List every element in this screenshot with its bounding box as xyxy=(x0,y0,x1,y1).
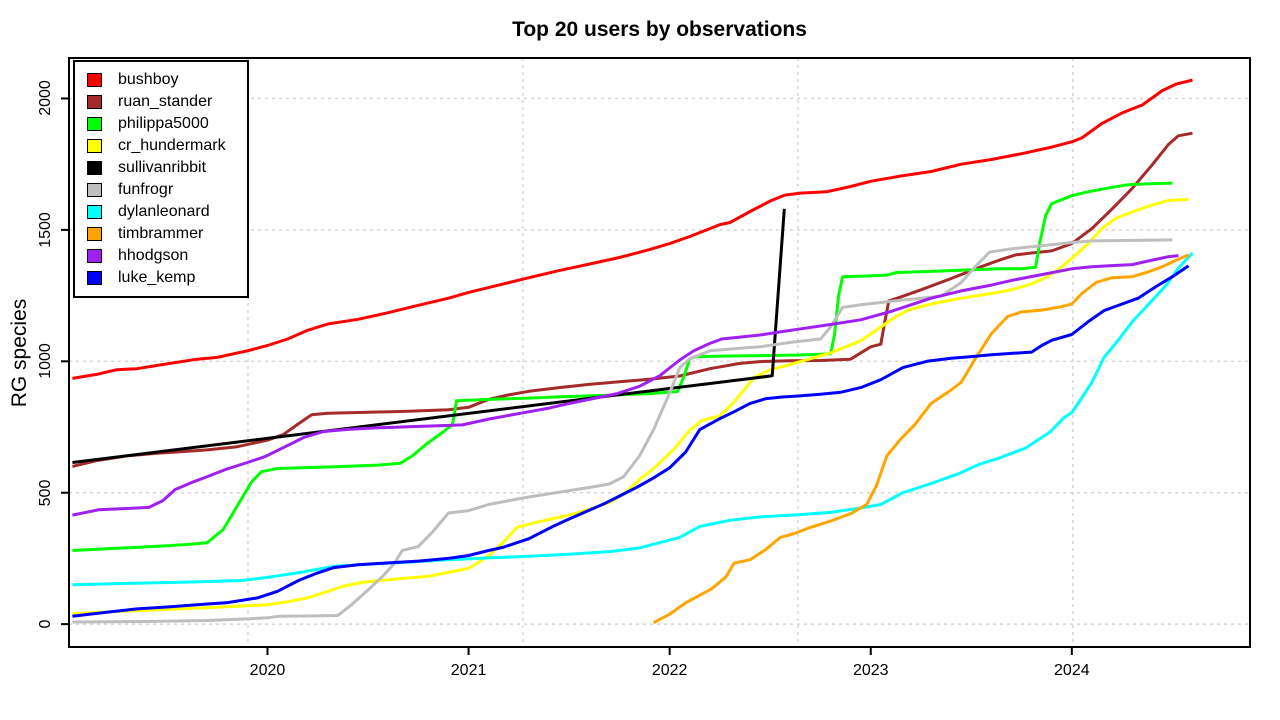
legend-item-sullivanribbit: sullivanribbit xyxy=(87,157,247,179)
series-line-bushboy xyxy=(72,78,1193,380)
x-tick-label: 2023 xyxy=(852,662,889,679)
series-line-philippa5000 xyxy=(72,181,1173,552)
legend-swatch-cr_hundermark xyxy=(87,139,102,153)
legend: bushboy ruan_stander philippa5000 cr_hunder… xyxy=(73,60,249,298)
x-tick-label: 2021 xyxy=(450,662,487,679)
legend-item-bushboy: bushboy xyxy=(87,69,247,91)
y-tick-label: 1500 xyxy=(37,212,54,248)
legend-item-ruan_stander: ruan_stander xyxy=(87,91,247,113)
legend-swatch-dylanleonard xyxy=(87,205,102,219)
series-line-dylanleonard xyxy=(72,251,1194,587)
legend-swatch-ruan_stander xyxy=(87,95,102,109)
x-tick-label: 2024 xyxy=(1054,662,1090,679)
legend-swatch-funfrogr xyxy=(87,183,102,197)
legend-swatch-luke_kemp xyxy=(87,271,102,285)
series-line-luke_kemp xyxy=(72,264,1190,618)
series-line-sullivanribbit xyxy=(72,208,786,464)
legend-label: dylanleonard xyxy=(118,203,210,220)
x-tick-label: 2022 xyxy=(651,662,688,679)
legend-swatch-sullivanribbit xyxy=(87,161,102,175)
legend-item-luke_kemp: luke_kemp xyxy=(87,267,247,289)
chart-title: Top 20 users by observations xyxy=(512,18,807,41)
legend-item-hhodgson: hhodgson xyxy=(87,245,247,267)
legend-swatch-philippa5000 xyxy=(87,117,102,131)
legend-label: philippa5000 xyxy=(118,115,209,132)
y-tick-label: 1000 xyxy=(37,343,54,380)
legend-item-philippa5000: philippa5000 xyxy=(87,113,247,135)
legend-label: luke_kemp xyxy=(118,269,196,286)
legend-label: funfrogr xyxy=(118,181,174,198)
series-line-timbrammer xyxy=(652,253,1190,625)
legend-label: hhodgson xyxy=(118,247,189,264)
series-line-hhodgson xyxy=(72,254,1179,517)
y-tick-label: 500 xyxy=(37,479,54,507)
legend-label: bushboy xyxy=(118,71,179,88)
legend-swatch-hhodgson xyxy=(87,249,102,263)
plot-border xyxy=(68,57,1251,648)
legend-label: ruan_stander xyxy=(118,93,213,110)
legend-label: sullivanribbit xyxy=(118,159,207,176)
series-line-ruan_stander xyxy=(72,131,1193,468)
legend-item-timbrammer: timbrammer xyxy=(87,223,247,245)
y-tick-label: 0 xyxy=(37,619,54,629)
legend-item-funfrogr: funfrogr xyxy=(87,179,247,201)
series-line-cr_hundermark xyxy=(72,197,1189,616)
legend-item-cr_hundermark: cr_hundermark xyxy=(87,135,247,157)
series-line-funfrogr xyxy=(72,238,1173,624)
legend-item-dylanleonard: dylanleonard xyxy=(87,201,247,223)
y-tick-label: 2000 xyxy=(37,80,54,117)
y-axis-title: RG species xyxy=(8,298,31,408)
legend-label: timbrammer xyxy=(118,225,204,242)
x-tick-label: 2020 xyxy=(249,662,286,679)
legend-label: cr_hundermark xyxy=(118,137,226,154)
legend-swatch-bushboy xyxy=(87,73,102,87)
legend-swatch-timbrammer xyxy=(87,227,102,241)
